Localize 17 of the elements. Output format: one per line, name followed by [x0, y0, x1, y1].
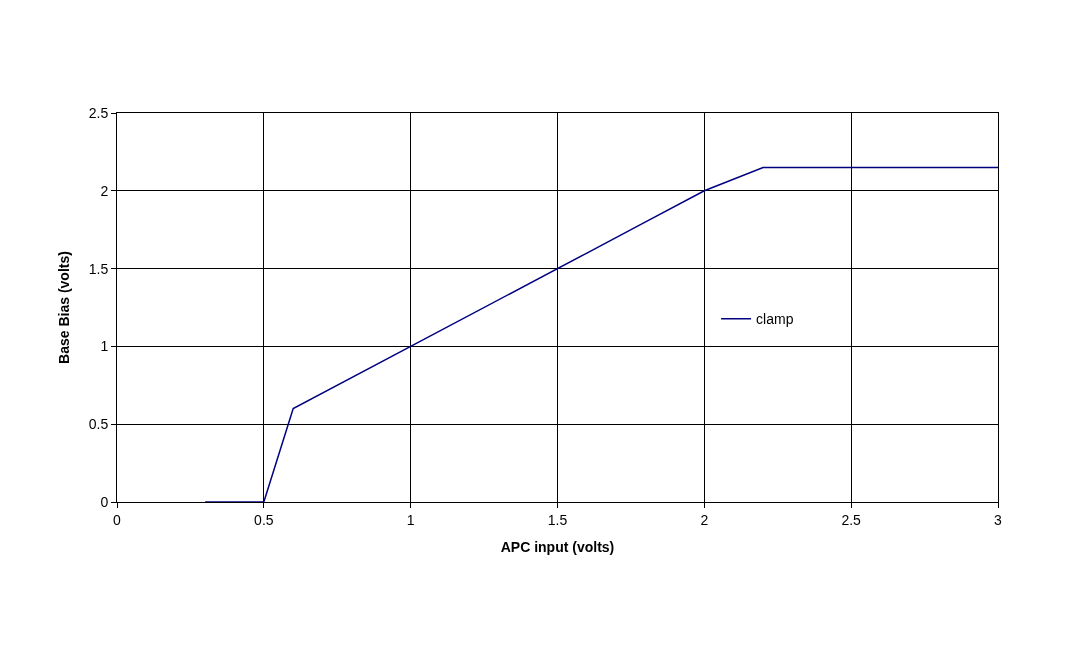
x-tick-label: 3 [994, 511, 1003, 528]
y-tick-label: 1 [100, 338, 109, 355]
x-tick-label: 2.5 [841, 511, 862, 528]
x-tick-label: 0 [113, 511, 122, 528]
y-tick-label: 0.5 [88, 416, 109, 433]
legend-label: clamp [756, 311, 794, 328]
y-tick-label: 1.5 [88, 260, 109, 277]
y-tick-label: 2 [100, 182, 109, 199]
x-tick-label: 1 [406, 511, 415, 528]
line-series [204, 166, 998, 502]
y-tick-label: 2.5 [88, 104, 109, 121]
y-axis-title: Base Bias (volts) [56, 251, 73, 364]
y-tick-label: 0 [100, 493, 109, 510]
x-tick-label: 2 [700, 511, 709, 528]
x-tick-label: 0.5 [254, 511, 274, 528]
x-tick-label: 1.5 [547, 511, 568, 528]
x-axis-title: APC input (volts) [500, 539, 615, 556]
